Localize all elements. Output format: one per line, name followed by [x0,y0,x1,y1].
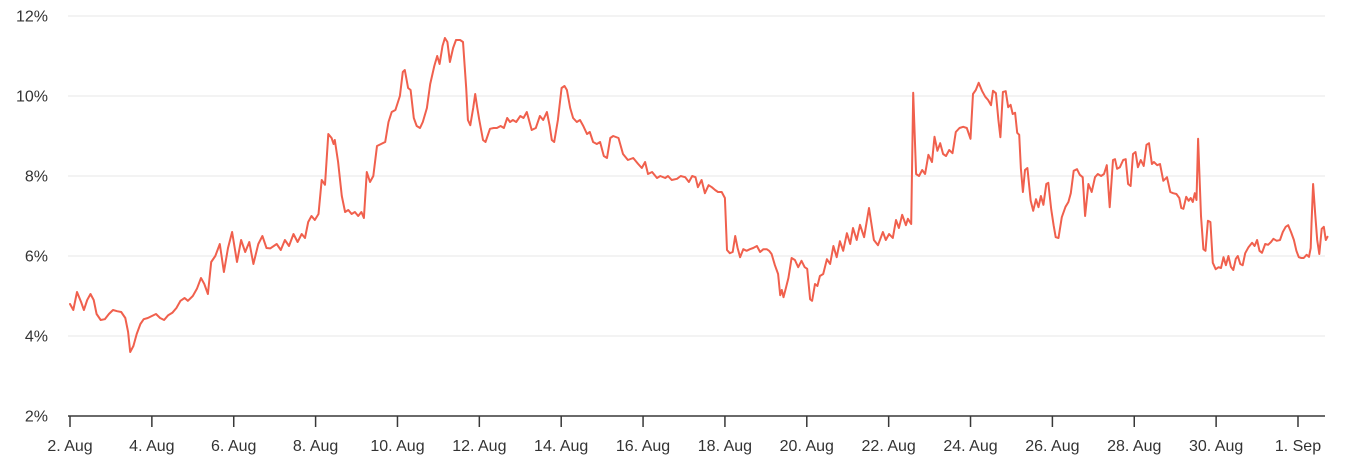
x-axis-label: 4. Aug [129,438,174,455]
x-axis-label: 16. Aug [616,438,670,455]
y-axis-label: 8% [25,169,48,186]
x-axis-label: 22. Aug [862,438,916,455]
x-axis-label: 14. Aug [534,438,588,455]
x-axis-label: 24. Aug [943,438,997,455]
y-axis-label: 12% [16,9,48,26]
x-axis-label: 10. Aug [370,438,424,455]
y-axis-label: 6% [25,249,48,266]
x-axis-label: 6. Aug [211,438,256,455]
x-axis-label: 28. Aug [1107,438,1161,455]
x-axis-label: 20. Aug [780,438,834,455]
y-axis-label: 4% [25,329,48,346]
x-axis-label: 30. Aug [1189,438,1243,455]
series-line[interactable] [69,37,1329,353]
y-axis-label: 2% [25,409,48,426]
y-axis-label: 10% [16,89,48,106]
x-axis-label: 12. Aug [452,438,506,455]
x-axis-label: 2. Aug [47,438,92,455]
x-axis-label: 8. Aug [293,438,338,455]
x-axis-label: 18. Aug [698,438,752,455]
x-axis-label: 26. Aug [1025,438,1079,455]
x-axis-label: 1. Sep [1275,438,1321,455]
